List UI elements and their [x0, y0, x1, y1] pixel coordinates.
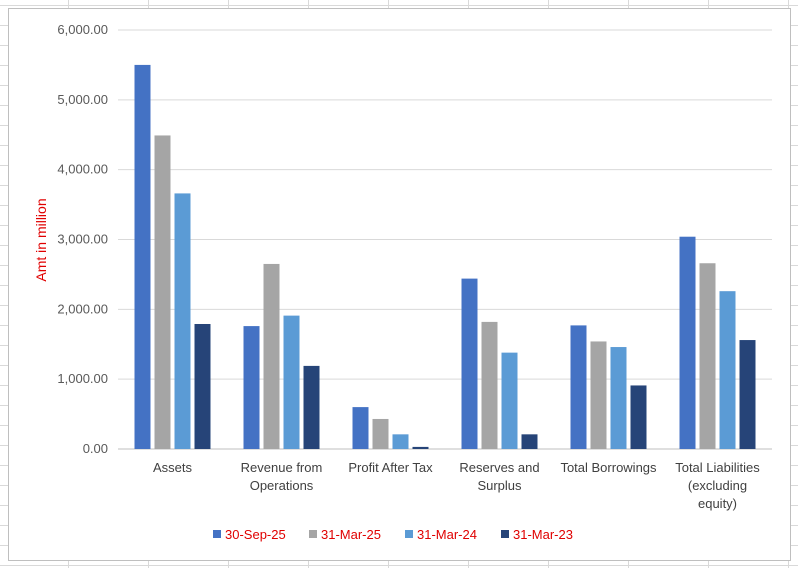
legend-swatch [501, 530, 509, 538]
y-tick-label: 0.00 [83, 441, 108, 456]
bar[interactable] [303, 365, 320, 449]
x-category-label: Reserves and Surplus [459, 460, 539, 493]
legend-swatch [309, 530, 317, 538]
bar[interactable] [501, 352, 518, 449]
bar[interactable] [194, 323, 211, 449]
legend-label: 31-Mar-23 [513, 527, 573, 542]
bar[interactable] [630, 385, 647, 449]
legend-label: 31-Mar-24 [417, 527, 477, 542]
bar[interactable] [263, 263, 280, 449]
y-tick-label: 2,000.00 [57, 301, 108, 316]
bar[interactable] [739, 340, 756, 449]
y-tick-label: 5,000.00 [57, 92, 108, 107]
y-axis-label: Amt in million [33, 198, 49, 281]
bar[interactable] [719, 291, 736, 449]
bar[interactable] [283, 315, 300, 449]
x-category-label: Revenue from Operations [241, 460, 323, 493]
bar[interactable] [372, 418, 389, 449]
legend-item[interactable]: 31-Mar-23 [501, 527, 573, 542]
y-tick-label: 6,000.00 [57, 22, 108, 37]
bar[interactable] [461, 278, 478, 449]
bar[interactable] [679, 236, 696, 449]
legend-swatch [405, 530, 413, 538]
bar[interactable] [570, 325, 587, 449]
legend-swatch [213, 530, 221, 538]
y-tick-label: 3,000.00 [57, 232, 108, 247]
bar[interactable] [412, 446, 429, 449]
legend-item[interactable]: 30-Sep-25 [213, 527, 286, 542]
x-category-label: Total Borrowings [560, 460, 657, 475]
bar[interactable] [481, 321, 498, 449]
bar[interactable] [134, 64, 151, 450]
bar[interactable] [174, 193, 191, 449]
bar[interactable] [521, 434, 538, 449]
y-tick-label: 1,000.00 [57, 371, 108, 386]
bar[interactable] [243, 326, 260, 449]
bar[interactable] [610, 347, 627, 449]
bar[interactable] [590, 341, 607, 449]
legend-label: 30-Sep-25 [225, 527, 286, 542]
bar[interactable] [699, 263, 716, 449]
legend-item[interactable]: 31-Mar-24 [405, 527, 477, 542]
y-tick-label: 4,000.00 [57, 162, 108, 177]
bars [134, 64, 756, 450]
legend: 30-Sep-25 31-Mar-25 31-Mar-24 31-Mar-23 [213, 527, 573, 542]
y-axis-ticks: 0.00 1,000.00 2,000.00 3,000.00 4,000.00 5,00… [57, 22, 108, 456]
x-axis-labels: Assets Revenue from Operations Profit After… [153, 460, 760, 511]
x-category-label: Profit After Tax [348, 460, 433, 475]
legend-label: 31-Mar-25 [321, 527, 381, 542]
bar[interactable] [392, 434, 409, 449]
bar[interactable] [154, 135, 171, 449]
gridlines [118, 29, 772, 450]
x-category-label: Total Liabilities (excluding equity) [675, 460, 760, 511]
legend-item[interactable]: 31-Mar-25 [309, 527, 381, 542]
bar[interactable] [352, 407, 369, 449]
x-category-label: Assets [153, 460, 193, 475]
